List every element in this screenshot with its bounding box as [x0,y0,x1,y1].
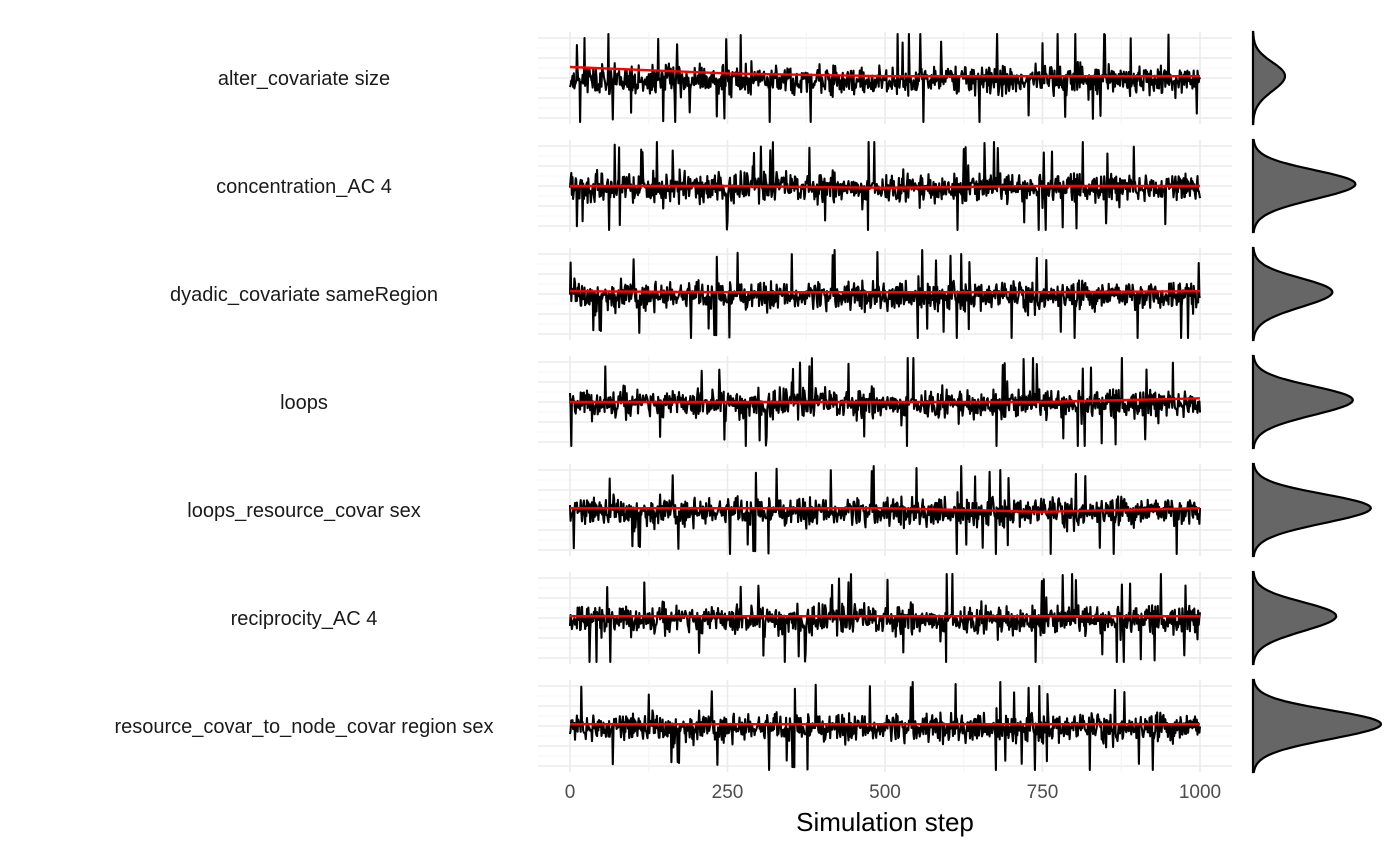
density-curve [1251,462,1372,558]
density-curve [1251,138,1357,234]
x-tick-label: 1000 [1179,782,1221,803]
density-curve [1251,246,1334,342]
density-panel [1251,246,1334,342]
panel-label: alter_covariate size [218,68,390,90]
density-curve [1251,570,1338,666]
x-tick-label: 750 [1027,782,1059,803]
x-tick-label: 500 [869,782,901,803]
trace-panel [538,356,1232,448]
panel-label: dyadic_covariate sameRegion [170,284,438,306]
trend-line [570,507,1201,514]
trend-line [570,397,1201,404]
trend-line [570,184,1200,190]
trace-panel [538,572,1232,664]
trace-panel [538,32,1232,124]
panel-label: reciprocity_AC 4 [231,608,378,630]
trace-line [568,680,1202,772]
density-panel [1251,678,1383,774]
panel-labels: alter_covariate size concentration_AC 4 dy… [114,68,493,738]
density-panel [1251,138,1357,234]
density-panel [1251,354,1354,450]
density-curve [1251,678,1383,774]
density-panel [1251,570,1338,666]
trace-panel [538,464,1232,556]
trace-line [568,140,1202,232]
x-axis-title: Simulation step [796,807,974,837]
density-curve [1251,354,1354,450]
panel-label: resource_covar_to_node_covar region sex [114,716,493,738]
trend-line [569,290,1201,294]
density-panel [1251,462,1372,558]
trace-line [568,248,1201,340]
x-tick-label: 250 [712,782,744,803]
x-tick-label: 0 [565,782,576,803]
x-axis-ticks: 0 250 500 750 1000 [565,782,1221,803]
panel-label: loops_resource_covar sex [187,500,420,522]
trace-panel [538,680,1232,772]
density-curve [1251,30,1287,126]
panel-label: concentration_AC 4 [216,176,392,198]
density-panel [1251,30,1287,126]
trace-panels [538,32,1232,772]
panel-label: loops [280,392,328,414]
trend-line [569,65,1200,78]
trace-panel [538,248,1232,340]
density-panels [1251,30,1383,774]
trace-panel [538,140,1232,232]
